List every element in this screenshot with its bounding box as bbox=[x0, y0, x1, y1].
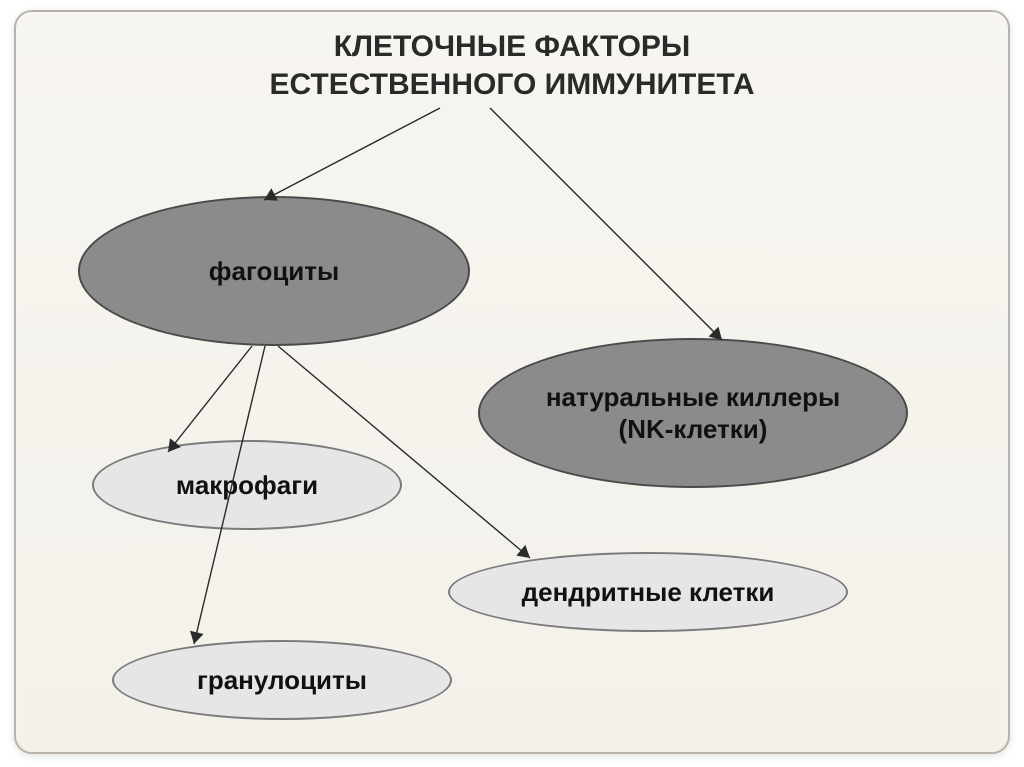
node-label: гранулоциты bbox=[189, 664, 375, 697]
node-macrophages: макрофаги bbox=[92, 440, 402, 530]
title-line-2: ЕСТЕСТВЕННОГО ИММУНИТЕТА bbox=[0, 68, 1024, 102]
node-phagocytes: фагоциты bbox=[78, 196, 470, 346]
node-label: фагоциты bbox=[201, 255, 347, 288]
node-nk-cells: натуральные киллеры(NK-клетки) bbox=[478, 338, 908, 488]
node-granulocytes: гранулоциты bbox=[112, 640, 452, 720]
node-label: дендритные клетки bbox=[514, 576, 783, 609]
node-label: натуральные киллеры(NK-клетки) bbox=[538, 381, 848, 446]
node-label: макрофаги bbox=[168, 469, 326, 502]
node-dendritic-cells: дендритные клетки bbox=[448, 552, 848, 632]
title-line-1: КЛЕТОЧНЫЕ ФАКТОРЫ bbox=[0, 30, 1024, 64]
